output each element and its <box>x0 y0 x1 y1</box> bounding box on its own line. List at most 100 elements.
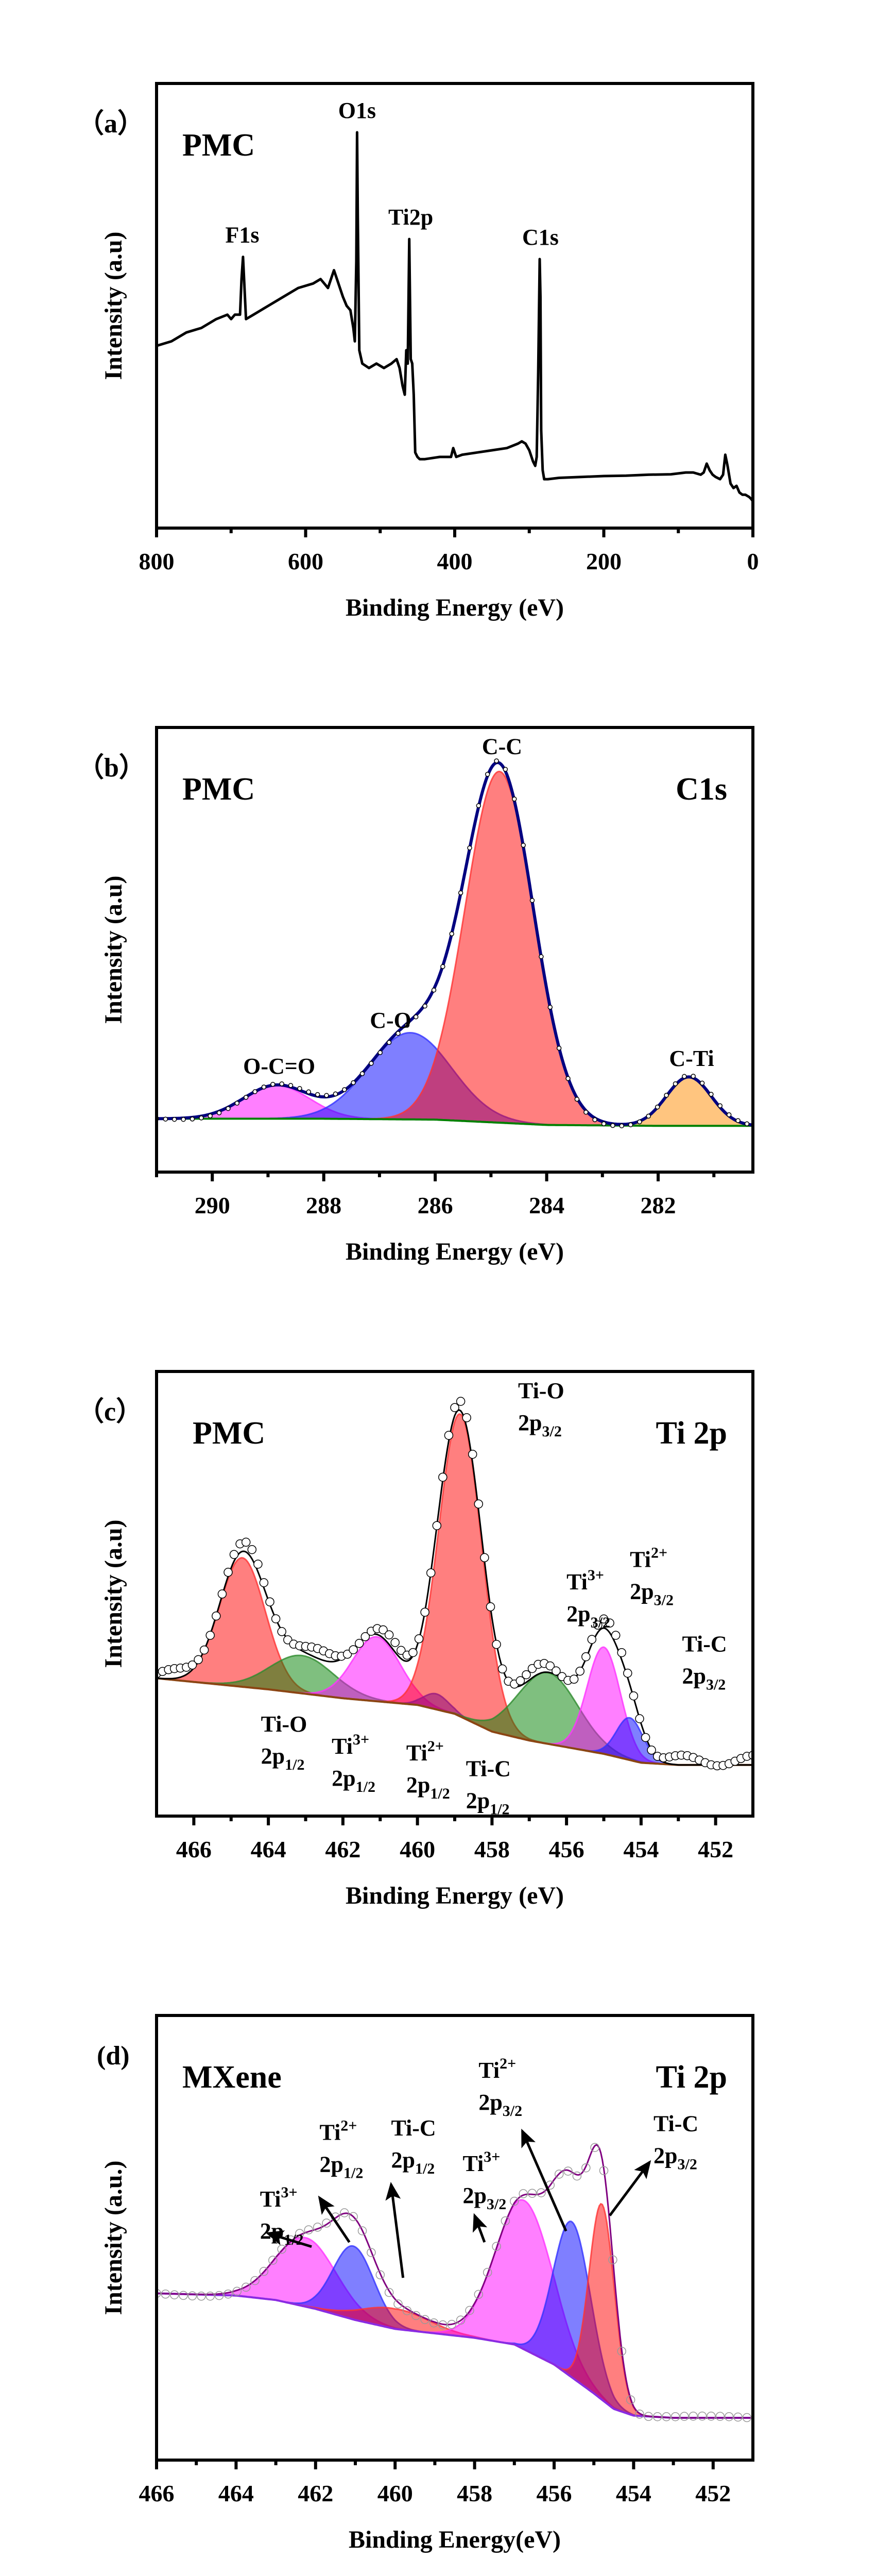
data-point <box>474 1499 484 1509</box>
peak-label-subscript: 3/2 <box>591 1614 610 1631</box>
data-point <box>449 931 454 937</box>
data-point <box>635 1714 644 1723</box>
data-point <box>545 1661 555 1671</box>
peak-label-subscript: 1/2 <box>343 2165 363 2182</box>
peak-label-line1: Ti3+ <box>462 2148 500 2176</box>
component-peak-ti-c-2p1-2 <box>157 2292 753 2419</box>
peak-label-subscript: 3/2 <box>542 1423 562 1440</box>
peak-label-orbital: 2p <box>332 1766 355 1791</box>
x-tick-label: 290 <box>195 1192 230 1218</box>
data-point <box>628 1122 633 1127</box>
peak-label-name: Ti-O <box>261 1711 307 1737</box>
x-tick-label: 464 <box>251 1836 286 1862</box>
peak-label-line2: 2p1/2 <box>406 1772 450 1802</box>
data-point <box>214 2291 224 2300</box>
peak-label-subscript: 3/2 <box>503 2103 522 2120</box>
data-point <box>431 988 437 993</box>
peak-label-line1: Ti-C <box>391 2115 436 2141</box>
data-point <box>717 1103 723 1109</box>
peak-label-orbital: 2p <box>654 2143 677 2168</box>
annotation-arrow <box>265 2230 312 2248</box>
x-tick-label: 464 <box>218 2480 254 2506</box>
peak-label-superscript: 3+ <box>484 2148 500 2165</box>
data-point <box>234 1100 240 1106</box>
x-axis-title: Binding Energy (eV) <box>346 1882 564 1909</box>
data-point <box>447 2319 456 2329</box>
x-tick-label: 284 <box>529 1192 564 1218</box>
data-point <box>637 1119 642 1125</box>
data-point <box>212 1611 221 1621</box>
panel-a: F1s O1s Ti2p C1s 800 600 400 200 0 Binding Energy… <box>77 82 759 621</box>
data-point <box>539 954 544 959</box>
region-label: Ti 2p <box>656 1416 727 1451</box>
peak-label-line1: Ti2+ <box>630 1545 667 1572</box>
peak-label-line1: Ti-C <box>466 1756 511 1781</box>
peak-label-orbital: 2p <box>682 1664 706 1689</box>
data-point <box>735 1118 741 1123</box>
peak-label-line1: Ti-O <box>518 1378 564 1403</box>
x-axis-title: Binding Energy (eV) <box>346 594 564 621</box>
data-point <box>444 1431 454 1440</box>
peak-label-line2: 2p3/2 <box>566 1601 610 1631</box>
data-point <box>611 1631 621 1640</box>
data-point <box>587 1635 597 1644</box>
peak-label-orbital: 2p <box>518 1410 542 1435</box>
data-point <box>429 2318 439 2328</box>
data-point <box>157 2289 161 2298</box>
data-point <box>527 2189 537 2198</box>
data-point <box>279 1081 284 1087</box>
baseline-line <box>157 1117 753 1127</box>
data-point <box>552 1666 561 1676</box>
data-point <box>420 1607 429 1617</box>
peak-label-superscript: 2+ <box>651 1545 667 1562</box>
data-point <box>163 1116 168 1122</box>
y-axis-title: Intensity (a.u) <box>100 231 127 380</box>
x-tick-label: 600 <box>288 548 323 574</box>
data-point <box>259 1578 269 1587</box>
data-point <box>707 2411 716 2421</box>
x-tick-label: 460 <box>377 2480 413 2506</box>
data-point <box>384 1630 394 1639</box>
data-point <box>662 2412 671 2421</box>
data-point <box>590 2143 599 2152</box>
data-point <box>413 1014 419 1020</box>
data-point <box>426 1568 436 1578</box>
data-point <box>715 2412 725 2421</box>
data-point <box>216 1110 222 1115</box>
data-point <box>288 1083 294 1088</box>
peak-label-c1s: C1s <box>522 225 559 250</box>
x-tick-label: 200 <box>586 548 622 574</box>
data-point <box>601 1121 607 1126</box>
data-point <box>375 2270 385 2280</box>
peak-label-line1: Ti2+ <box>478 2055 516 2083</box>
sample-label: PMC <box>193 1416 265 1451</box>
data-point <box>574 1096 580 1102</box>
data-point <box>440 964 445 969</box>
data-point <box>217 1589 227 1599</box>
peak-label-line1: Ti3+ <box>332 1731 369 1759</box>
x-tick-label: 452 <box>698 1836 733 1862</box>
data-point <box>384 2287 394 2297</box>
peak-label-line2: 2p1/2 <box>261 1743 305 1773</box>
peak-label-orbital: 2p <box>406 1772 430 1798</box>
data-point <box>619 1123 624 1129</box>
data-point <box>271 1614 281 1623</box>
data-point <box>395 1031 401 1036</box>
data-point <box>617 2346 626 2356</box>
data-point <box>699 1080 705 1086</box>
data-point <box>492 1640 501 1649</box>
data-point <box>510 2196 519 2206</box>
data-point <box>492 2242 501 2251</box>
component-peak-ti-c-2p3-2 <box>157 2202 753 2419</box>
peak-label-name: Ti <box>630 1547 651 1572</box>
annotation-arrow <box>521 2128 568 2232</box>
peak-label-f1s: F1s <box>225 223 259 248</box>
data-point <box>608 2255 617 2265</box>
data-point <box>333 1091 338 1097</box>
baseline-line <box>157 2292 753 2419</box>
peak-label-line2: 2p3/2 <box>462 2183 506 2213</box>
data-point <box>171 1116 177 1122</box>
data-point <box>360 1632 370 1641</box>
x-tick-label: 458 <box>457 2480 492 2506</box>
data-point <box>724 2412 734 2421</box>
